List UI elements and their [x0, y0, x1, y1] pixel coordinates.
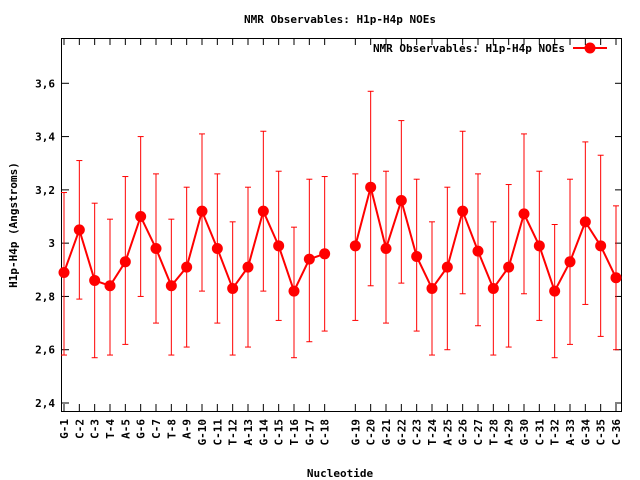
legend: NMR Observables: H1p-H4p NOEs [373, 42, 607, 55]
x-tick-label: G-1 [58, 419, 71, 439]
data-point [487, 282, 499, 294]
x-tick-label: C-11 [211, 419, 224, 446]
x-tick-label: G-10 [196, 419, 209, 446]
y-axis-label: H1p-H4p (Angstroms) [7, 162, 20, 288]
data-markers [58, 181, 622, 297]
y-tick-label: 2,6 [35, 344, 55, 357]
x-tick-label: T-8 [165, 419, 178, 439]
x-tick-label: T-12 [227, 419, 240, 446]
series-line [354, 186, 617, 294]
x-tick-label: C-35 [595, 419, 608, 446]
x-tick-label: C-7 [150, 419, 163, 439]
data-point [518, 208, 530, 220]
x-tick-label: C-27 [472, 419, 485, 446]
legend-label: NMR Observables: H1p-H4p NOEs [373, 42, 565, 55]
data-point [150, 242, 162, 254]
x-tick-label: A-9 [181, 419, 194, 439]
y-tick-label: 2,8 [35, 290, 55, 303]
data-point [196, 205, 208, 217]
data-point [104, 280, 116, 292]
data-point [579, 216, 591, 228]
x-tick-label: C-2 [73, 419, 86, 439]
x-tick-label: G-30 [518, 419, 531, 446]
chart-title: NMR Observables: H1p-H4p NOEs [244, 13, 436, 26]
data-point [564, 256, 576, 268]
data-point [242, 261, 254, 273]
data-point [303, 253, 315, 265]
x-tick-label: G-34 [579, 419, 592, 446]
data-point [58, 266, 70, 278]
x-tick-label: C-36 [610, 419, 623, 446]
x-tick-label: C-3 [89, 419, 102, 439]
x-tick-label: G-17 [303, 419, 316, 446]
plot-frame [61, 38, 622, 412]
x-tick-label: T-24 [426, 419, 439, 446]
y-tick-label: 3,6 [35, 77, 55, 90]
data-point [227, 282, 239, 294]
data-point [349, 240, 361, 252]
data-point [549, 285, 561, 297]
x-tick-label: G-21 [380, 419, 393, 446]
data-point [365, 181, 377, 193]
data-point [610, 272, 622, 284]
x-tick-label: C-15 [273, 419, 286, 446]
x-tick-label: C-23 [411, 419, 424, 446]
data-point [135, 211, 147, 223]
x-tick-label: A-33 [564, 419, 577, 446]
data-point [73, 224, 85, 236]
series-line [63, 208, 325, 294]
data-point [288, 285, 300, 297]
y-tick-label: 3,2 [35, 184, 55, 197]
data-point [457, 205, 469, 217]
x-axis-label: Nucleotide [307, 467, 374, 480]
y-tick-label: 3,4 [35, 131, 55, 144]
data-point [273, 240, 285, 252]
x-tick-label: G-22 [395, 419, 408, 446]
x-tick-label: G-19 [349, 419, 362, 446]
y-tick-label: 2,4 [35, 397, 55, 410]
x-tick-label: T-16 [288, 419, 301, 446]
x-tick-label: T-28 [487, 419, 500, 446]
data-point [472, 245, 484, 257]
data-point [181, 261, 193, 273]
legend-marker [584, 42, 596, 54]
x-tick-label: G-6 [135, 419, 148, 439]
x-tick-label: A-5 [119, 419, 132, 439]
data-point [533, 240, 545, 252]
data-point [119, 256, 131, 268]
y-axis: 2,4 2,6 2,8 3 3,2 3,4 3,6 [35, 77, 622, 410]
x-tick-label: C-20 [365, 419, 378, 446]
x-tick-label: A-25 [441, 419, 454, 446]
data-point [319, 248, 331, 260]
data-point [441, 261, 453, 273]
data-point [426, 282, 438, 294]
x-tick-label: T-32 [549, 419, 562, 446]
y-tick-label: 3 [48, 237, 55, 250]
data-point [89, 274, 101, 286]
data-point [165, 280, 177, 292]
x-axis: G-1 C-2 C-3 T-4 A-5 G-6 C-7 T-8 A-9 G-10 C-11 T-12 A… [58, 38, 623, 446]
x-tick-label: A-13 [242, 419, 255, 446]
data-point [211, 242, 223, 254]
x-tick-label: T-4 [104, 419, 117, 439]
x-tick-label: C-18 [319, 419, 332, 446]
data-point [595, 240, 607, 252]
x-tick-label: A-29 [503, 419, 516, 446]
data-point [503, 261, 515, 273]
x-tick-label: G-14 [257, 419, 270, 446]
data-point [380, 242, 392, 254]
data-point [395, 195, 407, 207]
x-tick-label: G-26 [457, 419, 470, 446]
data-point [411, 250, 423, 262]
x-tick-label: C-31 [533, 419, 546, 446]
series-lines [63, 186, 617, 294]
data-point [257, 205, 269, 217]
